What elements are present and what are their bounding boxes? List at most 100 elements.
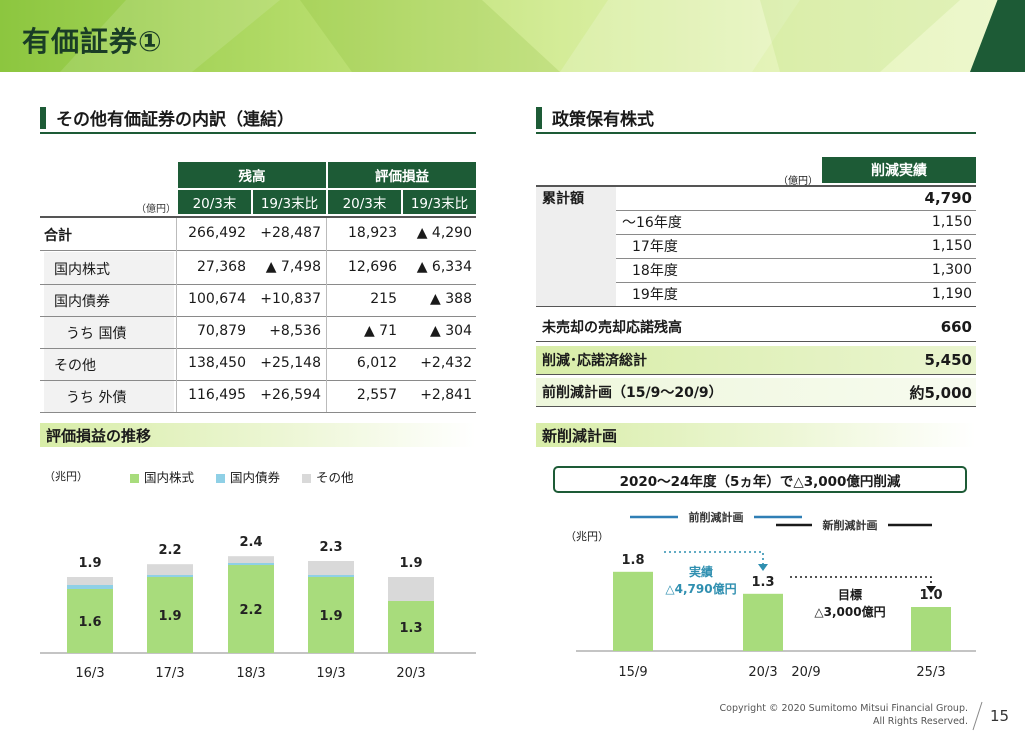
bar-bond: [228, 563, 274, 565]
table-cell: 266,492: [188, 225, 246, 241]
plan-banner: 2020～24年度（5ヵ年）で△3,000億円削減: [553, 466, 967, 493]
row-label: うち 外債: [66, 390, 127, 406]
row-label: その他: [54, 358, 96, 374]
stock-label: 1.9: [158, 609, 181, 624]
row-value: 1,300: [931, 262, 972, 278]
plan-value: 1.8: [621, 553, 644, 568]
bar-bond: [67, 585, 113, 589]
row-label: 国内株式: [54, 262, 110, 278]
legend-swatch-other: [302, 474, 311, 483]
page-number: 15: [990, 707, 1010, 725]
stock-label: 1.6: [78, 615, 101, 630]
row-label: うち 国債: [66, 326, 127, 342]
plan-bar: [613, 571, 653, 651]
category-label: 18/3: [236, 666, 265, 681]
total-label: 2.4: [239, 535, 262, 550]
row-label: ～16年度: [622, 215, 682, 231]
header-banner: 有価証券①: [0, 0, 1025, 72]
category-label: 17/3: [155, 666, 184, 681]
total-label: 1.9: [399, 556, 422, 571]
copyright: Copyright © 2020 Sumitomo Mitsui Financi…: [719, 703, 968, 727]
bar-other: [388, 577, 434, 601]
table-cell: 138,450: [188, 355, 246, 371]
chart2-unit: （兆円）: [565, 530, 609, 543]
bar-other: [308, 561, 354, 575]
category-label: 15/9: [618, 665, 647, 680]
table-cell: +2,841: [420, 387, 472, 403]
page-title: 有価証券①: [22, 25, 163, 58]
table-cell: ▲ 388: [430, 291, 472, 307]
col-header: 19/3末比: [403, 190, 476, 214]
reduction-header: 削減実績: [822, 157, 976, 183]
valuation-trend-chart: 1.9 1.6 16/3 2.2 1.9 17/3 2.4 2.2 18/3 2.3 1.9 19/3…: [40, 535, 476, 681]
footer-divider: [972, 701, 983, 731]
legend-swatch-stock: [130, 474, 139, 483]
actual-label: 実績: [689, 564, 713, 579]
table-unit: （億円）: [136, 204, 176, 215]
row-value: 4,790: [924, 189, 972, 207]
target-label: 目標: [838, 587, 862, 602]
category-label: 25/3: [916, 665, 945, 680]
category-label: 20/3: [748, 665, 777, 680]
stock-label: 1.9: [319, 609, 342, 624]
row-value: 1,150: [931, 238, 972, 254]
table-cell: +10,837: [260, 291, 321, 307]
category-label: 20/3: [396, 666, 425, 681]
row-label: 未売却の売却応諾残高: [542, 320, 682, 336]
table-row: うち 外債 116,495 +26,594 2,557 +2,841: [40, 380, 476, 412]
table-cell: ▲ 304: [430, 323, 472, 339]
actual-value: △4,790億円: [665, 581, 736, 596]
total-label: 2.2: [158, 543, 181, 558]
prev-plan-label: 前削減計画: [689, 510, 744, 524]
row-value: 1,150: [931, 214, 972, 230]
chart2-title: 新削減計画: [542, 427, 618, 445]
chart1-header: 評価損益の推移: [40, 423, 476, 447]
new-plan-label: 新削減計画: [823, 518, 878, 532]
table-cell: 70,879: [197, 323, 246, 339]
bar-other: [67, 577, 113, 585]
table-cell: +8,536: [269, 323, 321, 339]
table-cell: 12,696: [348, 259, 397, 275]
row-value: 5,450: [924, 351, 972, 369]
table-cell: 6,012: [356, 355, 397, 371]
table-cell: 100,674: [188, 291, 246, 307]
category-label: 16/3: [75, 666, 104, 681]
plan-bar: [743, 593, 783, 651]
row-label: 削減･応諾済総計: [542, 353, 647, 369]
legend-item-stock: 国内株式: [130, 470, 194, 485]
plan-bar: [911, 607, 951, 651]
left-section-header: その他有価証券の内訳（連結）: [40, 100, 476, 134]
bar-stock: [228, 565, 274, 653]
legend-item-bond: 国内債券: [216, 470, 280, 485]
row-value: 1,190: [931, 286, 972, 302]
bar-bond: [308, 575, 354, 577]
table-cell: +26,594: [260, 387, 321, 403]
bar-stock: [67, 589, 113, 653]
row-label: 累計額: [542, 191, 584, 207]
bar-other: [228, 556, 274, 563]
table-row: 合計 266,492 +28,487 18,923 ▲ 4,290: [40, 218, 476, 250]
row-value: 約5,000: [909, 383, 972, 402]
table-cell: +25,148: [260, 355, 321, 371]
table-row: 国内株式 27,368 ▲ 7,498 12,696 ▲ 6,334: [40, 252, 476, 284]
table-cell: ▲ 7,498: [265, 259, 321, 275]
total-label: 1.9: [78, 556, 101, 571]
col-header: 19/3末比: [253, 190, 326, 214]
target-value: △3,000億円: [814, 604, 885, 619]
chart1-unit: （兆円）: [44, 470, 88, 483]
table-row: うち 国債 70,879 +8,536 ▲ 71 ▲ 304: [40, 316, 476, 348]
plan-value: 1.0: [919, 588, 942, 603]
row-label: 17年度: [632, 239, 678, 255]
plan-value: 1.3: [751, 575, 774, 590]
row-label: 国内債券: [54, 294, 110, 310]
table-cell: ▲ 71: [363, 323, 397, 339]
category-label: 19/3: [316, 666, 345, 681]
table-cell: ▲ 4,290: [416, 225, 472, 241]
bar-other: [147, 564, 193, 575]
chart1-title: 評価損益の推移: [46, 427, 152, 445]
col-header: 20/3末: [328, 190, 401, 214]
legend-swatch-bond: [216, 474, 225, 483]
right-table-unit: （億円）: [778, 176, 818, 187]
right-section-title: 政策保有株式: [552, 110, 654, 130]
